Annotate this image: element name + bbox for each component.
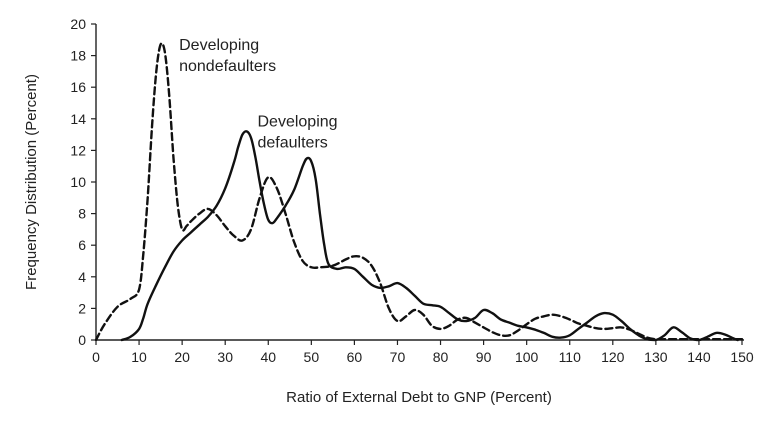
y-tick-label: 2 [78,300,86,316]
annotation-line: defaulters [258,135,328,152]
x-tick-label: 20 [174,349,190,365]
x-tick-label: 140 [687,349,711,365]
annotation-line: Developing [258,114,338,131]
y-tick-label: 8 [78,206,86,222]
x-tick-label: 0 [92,349,100,365]
x-tick-label: 130 [644,349,668,365]
annotations: Developing nondefaulters Developing default… [179,37,337,152]
x-tick-label: 30 [217,349,233,365]
y-axis-title: Frequency Distribution (Percent) [23,74,40,290]
x-tick-label: 10 [131,349,147,365]
y-tick-label: 16 [70,79,86,95]
x-tick-label: 110 [559,349,582,365]
y-tick-label: 20 [70,16,86,32]
series-annotation: Developing defaulters [258,114,338,152]
y-tick-label: 14 [70,111,86,127]
y-tick-label: 12 [70,142,86,158]
y-tick-label: 0 [78,332,86,348]
x-tick-label: 60 [347,349,363,365]
x-tick-label: 100 [515,349,539,365]
series-line-developing-defaulters [120,130,739,342]
x-tick-label: 120 [601,349,625,365]
series-annotation: Developing nondefaulters [179,37,276,75]
x-tick-label: 80 [433,349,449,365]
series-line-developing-nondefaulters [94,42,744,342]
y-tick-label: 18 [70,48,86,64]
y-tick-label: 6 [78,237,86,253]
x-axis-title: Ratio of External Debt to GNP (Percent) [286,389,552,406]
x-axis-ticks: 0 10 20 30 40 50 60 70 80 90 100 110 120 130 140 150 [92,340,754,365]
annotation-line: Developing [179,37,259,54]
y-axis-ticks: 0 2 4 6 8 10 12 14 16 18 20 [70,16,96,348]
x-tick-label: 40 [260,349,276,365]
y-tick-label: 4 [78,269,86,285]
x-tick-label: 70 [390,349,406,365]
series-lines [94,42,744,342]
x-tick-label: 50 [304,349,320,365]
annotation-line: nondefaulters [179,58,276,75]
y-tick-label: 10 [70,174,86,190]
x-tick-label: 90 [476,349,492,365]
x-tick-label: 150 [730,349,754,365]
